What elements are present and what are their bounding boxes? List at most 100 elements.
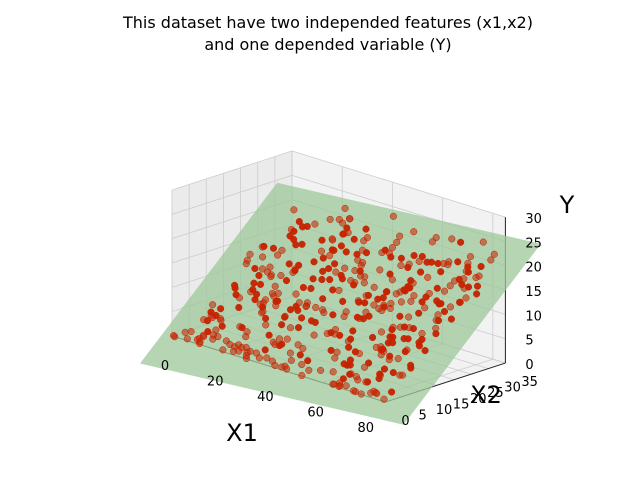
y-axis-label: Y xyxy=(559,191,575,219)
data-point xyxy=(462,267,470,275)
data-point xyxy=(415,309,423,317)
data-point xyxy=(298,314,306,322)
data-point xyxy=(303,222,311,230)
data-point xyxy=(451,277,459,285)
data-point xyxy=(460,275,468,283)
data-point xyxy=(187,328,195,336)
data-point xyxy=(353,250,361,258)
data-point xyxy=(340,360,348,368)
data-point xyxy=(183,335,191,343)
data-point xyxy=(344,337,352,345)
data-point xyxy=(355,314,364,323)
data-point xyxy=(326,276,334,284)
data-point xyxy=(261,346,269,354)
data-point xyxy=(246,250,254,258)
data-point xyxy=(310,258,318,266)
data-point xyxy=(357,390,365,398)
data-point xyxy=(361,299,369,307)
data-point xyxy=(376,266,384,274)
data-point xyxy=(319,254,327,262)
data-point xyxy=(217,305,225,313)
data-point xyxy=(319,295,327,303)
data-point xyxy=(448,235,456,243)
data-point xyxy=(283,335,291,343)
data-point xyxy=(464,259,472,267)
data-point xyxy=(446,303,455,311)
data-point xyxy=(349,327,357,335)
data-point xyxy=(360,237,368,245)
data-point xyxy=(378,249,386,257)
data-point xyxy=(294,306,302,314)
data-point xyxy=(208,313,217,322)
data-point xyxy=(319,306,327,314)
data-point xyxy=(386,304,394,312)
data-point xyxy=(440,287,449,295)
x1-tick-label: 20 xyxy=(207,375,224,390)
data-point xyxy=(229,347,238,355)
data-point xyxy=(376,371,384,379)
data-point xyxy=(424,273,432,281)
data-point xyxy=(282,277,291,285)
data-point xyxy=(487,256,495,264)
data-point xyxy=(286,306,295,314)
data-point xyxy=(251,264,259,273)
data-point xyxy=(437,268,445,276)
data-point xyxy=(362,225,370,233)
data-point xyxy=(446,282,454,290)
data-point xyxy=(335,286,343,294)
data-point xyxy=(283,365,291,373)
data-point xyxy=(317,366,325,374)
data-point xyxy=(299,344,307,353)
data-point xyxy=(331,260,339,268)
data-point xyxy=(270,292,278,300)
data-point xyxy=(341,264,349,272)
data-point xyxy=(337,271,345,279)
data-point xyxy=(196,339,204,348)
chart-title-line-1: This dataset have two independed feature… xyxy=(122,13,533,32)
data-point xyxy=(410,292,418,300)
data-point xyxy=(318,275,326,284)
data-point xyxy=(212,326,220,334)
y-tick-label: 20 xyxy=(525,261,542,276)
data-point xyxy=(440,307,449,316)
data-point xyxy=(294,341,302,349)
data-point xyxy=(466,253,475,261)
y-tick-label: 0 xyxy=(525,358,533,373)
data-point xyxy=(286,324,295,332)
data-point xyxy=(274,251,282,259)
data-point xyxy=(405,313,413,321)
data-point xyxy=(377,328,386,336)
data-point xyxy=(275,335,284,343)
data-point xyxy=(457,238,465,246)
x2-tick-label: 15 xyxy=(453,397,470,412)
data-point xyxy=(242,260,250,268)
data-point xyxy=(345,343,353,351)
data-point xyxy=(235,294,244,302)
data-point xyxy=(473,290,481,298)
data-point xyxy=(367,389,375,397)
data-point xyxy=(278,246,286,254)
data-point xyxy=(403,346,411,354)
data-point xyxy=(311,220,319,228)
data-point xyxy=(319,267,327,275)
data-point xyxy=(380,395,388,403)
data-point xyxy=(447,315,455,323)
data-point xyxy=(235,303,243,312)
data-point xyxy=(365,359,373,367)
data-point xyxy=(329,380,337,388)
x1-tick-label: 80 xyxy=(358,421,375,436)
data-point xyxy=(372,343,380,351)
data-point xyxy=(397,298,405,306)
data-point xyxy=(286,349,294,357)
data-point xyxy=(262,314,270,322)
data-point xyxy=(332,268,340,276)
data-point xyxy=(255,354,263,362)
data-point xyxy=(171,333,179,341)
data-point xyxy=(388,244,396,252)
data-point xyxy=(389,212,397,220)
data-point xyxy=(269,338,277,346)
data-point xyxy=(259,253,267,261)
data-point xyxy=(258,309,266,317)
data-point xyxy=(255,271,263,280)
data-point xyxy=(219,346,227,354)
